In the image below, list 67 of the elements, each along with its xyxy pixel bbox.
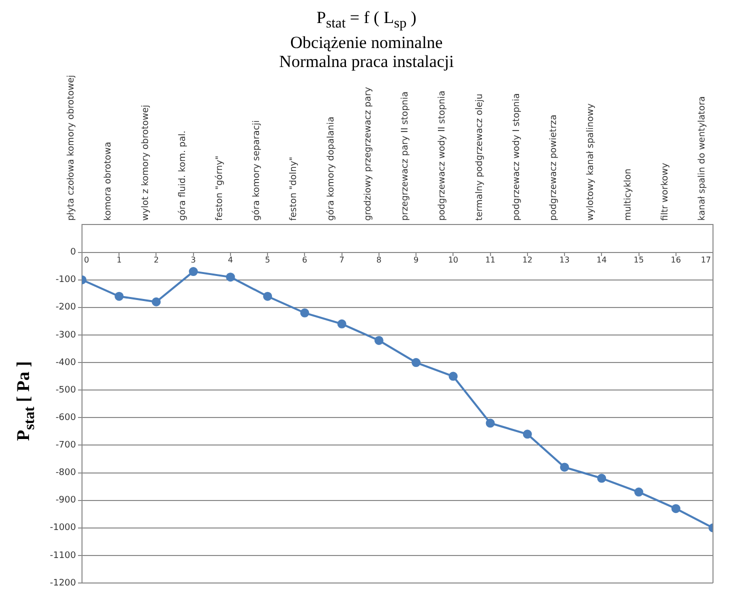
y-tick-label: -200 (56, 303, 76, 314)
x-tick-label: wylotowy kanał spalinowy (586, 103, 596, 222)
x2-tick-label: 13 (559, 256, 570, 265)
point (597, 474, 606, 484)
x-tick-label: podgrzewacz wody II stopnia (438, 90, 448, 222)
x2-tick-label: 0 (84, 256, 90, 265)
y-tick-label: 0 (70, 248, 76, 258)
point (448, 372, 458, 382)
x2-tick-label: 2 (154, 256, 159, 265)
point (263, 292, 272, 302)
point (114, 292, 124, 302)
x-tick-label: góra komory dopalania (325, 117, 336, 222)
y-tick-label: -400 (56, 358, 76, 368)
point (634, 488, 644, 497)
x-tick-label: podgrzewacz wody I stopnia (512, 94, 522, 222)
x2-tick-label: 5 (265, 256, 270, 265)
x-tick-label: góra komory separacji (251, 120, 262, 222)
x2-tick-label: 1 (116, 256, 122, 265)
x-tick-label: grodziowy przegrzewacz pary (363, 86, 374, 222)
x2-tick-label: 12 (522, 256, 533, 265)
y-tick-label: -800 (56, 468, 76, 478)
x2-tick-label: 7 (339, 256, 344, 265)
point (486, 419, 495, 428)
y-tick-label: -1200 (50, 578, 76, 589)
x2-tick-label: 3 (190, 256, 196, 265)
x-tick-label: przegrzewacz pary II stopnia (400, 92, 411, 222)
x2-tick-label: 11 (485, 256, 496, 265)
x2-tick-label: 9 (414, 256, 419, 265)
point (226, 272, 235, 282)
x-tick-label: góra fluid. kom. pal. (176, 131, 188, 222)
y-tick-label: -300 (56, 330, 76, 341)
point (300, 308, 310, 318)
x-tick-label: podgrzewacz powietrza (549, 114, 560, 222)
x-tick-label: kanał spalin do wentylatora (698, 96, 708, 222)
y-tick-label: -500 (56, 386, 76, 396)
point (337, 320, 346, 329)
x-tick-label: komora obrotowa (104, 142, 114, 222)
x-tick-label: termalny podgrzewacz oleju (474, 94, 485, 222)
point (412, 358, 421, 368)
x2-tick-label: 16 (670, 256, 681, 265)
x-tick-label: multicyklon (623, 168, 634, 222)
y-tick-label: -1100 (50, 551, 76, 562)
chart-title: P$_{stat}$ = f ( L$_{sp}$ ) (316, 8, 418, 34)
point (522, 430, 532, 440)
x2-tick-label: 10 (448, 256, 458, 265)
x-tick-label: feston "górny" (214, 156, 226, 222)
x-tick-label: wylot z komory obrotowej (140, 105, 151, 222)
x-tick-label: feston "dolny" (289, 157, 300, 222)
point (152, 298, 161, 307)
x2-tick-label: 8 (376, 256, 382, 265)
point (374, 336, 384, 346)
x2-tick-label: 17 (700, 256, 712, 265)
x2-tick-label: 15 (634, 256, 644, 265)
y-tick-label: -700 (56, 440, 76, 451)
x2-tick-label: 14 (596, 256, 607, 265)
x-tick-label: filtr workowy (660, 162, 670, 222)
point (188, 267, 198, 276)
point (671, 504, 680, 514)
y-tick-label: -100 (56, 276, 76, 286)
y-tick-label: -900 (56, 496, 76, 506)
x2-tick-label: 4 (228, 256, 234, 265)
y-tick-label: -1000 (50, 524, 76, 534)
y-tick-label: -600 (56, 413, 76, 424)
chart-subtitle: Obciążenie nominalne Normalna praca instalacji (278, 33, 455, 72)
point (560, 463, 570, 472)
x2-tick-label: 6 (302, 256, 308, 265)
x-tick-label: płyta czołowa komory obrotowej (66, 75, 77, 222)
